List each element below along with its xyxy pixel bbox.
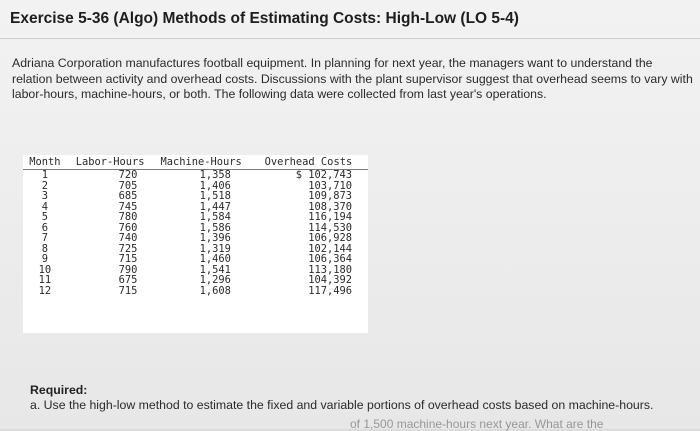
cell-month: 4 <box>41 200 49 213</box>
cell-overhead-costs: 106,928 <box>308 232 352 244</box>
cost-data-table: Month Labor-Hours Machine-Hours Overhead… <box>23 155 368 296</box>
cell-month: 11 <box>38 274 52 286</box>
cell-month: 8 <box>41 242 49 255</box>
cell-labor-hours: 725 <box>118 242 138 255</box>
cell-overhead-costs: 117,496 <box>308 284 352 297</box>
table-row: 3 685 1,518 109,873 <box>23 191 368 202</box>
table-row: 7 740 1,396 106,928 <box>23 233 368 244</box>
cell-overhead-costs: 108,370 <box>308 200 352 213</box>
cell-labor-hours: 760 <box>118 221 138 234</box>
cell-overhead-costs: 114,530 <box>308 221 352 234</box>
cell-labor-hours: 790 <box>118 263 138 276</box>
table-row: 2 705 1,406 103,710 <box>23 179 368 192</box>
table-row: 6 760 1,586 114,530 <box>23 221 368 234</box>
cell-machine-hours: 1,406 <box>199 179 231 192</box>
header-month: Month <box>23 155 67 170</box>
cell-month: 6 <box>41 221 49 234</box>
question-a: a. Use the high-low method to estimate t… <box>30 398 654 412</box>
data-table-panel: Month Labor-Hours Machine-Hours Overhead… <box>23 155 368 333</box>
table-row: 8 725 1,319 102,144 <box>23 242 368 255</box>
cell-month: 7 <box>41 232 49 244</box>
cut-off-text: of 1,500 machine-hours next year. What a… <box>350 417 604 431</box>
cell-machine-hours: 1,518 <box>199 190 231 202</box>
table-row: 4 745 1,447 108,370 <box>23 200 368 213</box>
table-row: 9 715 1,460 106,364 <box>23 254 368 265</box>
table-row: 5 780 1,584 116,194 <box>23 212 368 223</box>
intro-paragraph: Adriana Corporation manufactures footbal… <box>12 56 693 102</box>
table-header-row: Month Labor-Hours Machine-Hours Overhead… <box>23 155 368 170</box>
table-row: 12 715 1,608 117,496 <box>23 284 368 297</box>
cell-month: 1 <box>41 169 49 181</box>
cell-machine-hours: 1,296 <box>199 274 231 286</box>
cell-machine-hours: 1,319 <box>199 242 231 255</box>
cell-month: 9 <box>41 253 49 265</box>
cell-labor-hours: 705 <box>118 179 138 192</box>
cell-overhead-costs: 102,144 <box>308 242 352 255</box>
cell-labor-hours: 675 <box>118 274 138 286</box>
cell-labor-hours: 685 <box>118 190 138 202</box>
cell-overhead-costs: 106,364 <box>308 253 352 265</box>
cell-overhead-costs: 103,710 <box>308 179 352 192</box>
title-bar: Exercise 5-36 (Algo) Methods of Estimati… <box>0 0 700 39</box>
cell-machine-hours: 1,541 <box>199 263 231 276</box>
table-row: 11 675 1,296 104,392 <box>23 275 368 286</box>
cell-machine-hours: 1,447 <box>199 200 231 213</box>
cell-labor-hours: 715 <box>118 284 138 297</box>
table-body: 1 720 1,358 $ 102,743 2 705 1,406 103,710 3 685 1,… <box>23 170 368 297</box>
cell-machine-hours: 1,460 <box>199 253 231 265</box>
cell-month: 10 <box>38 263 52 276</box>
table-row: 1 720 1,358 $ 102,743 <box>23 170 368 181</box>
cell-machine-hours: 1,396 <box>199 232 231 244</box>
cell-labor-hours: 720 <box>118 169 138 181</box>
cell-overhead-costs: 104,392 <box>308 274 352 286</box>
page-title: Exercise 5-36 (Algo) Methods of Estimati… <box>10 10 519 27</box>
cell-month: 3 <box>41 190 49 202</box>
cell-month: 12 <box>38 284 52 297</box>
cell-labor-hours: 780 <box>118 211 138 223</box>
cell-month: 5 <box>41 211 49 223</box>
cell-machine-hours: 1,584 <box>199 211 231 223</box>
cell-overhead-costs: 113,180 <box>308 263 352 276</box>
cell-overhead-costs: $ 102,743 <box>295 169 352 181</box>
cell-labor-hours: 740 <box>118 232 138 244</box>
cell-month: 2 <box>41 179 49 192</box>
required-heading: Required: <box>30 383 88 397</box>
cell-labor-hours: 745 <box>118 200 138 213</box>
table-row: 10 790 1,541 113,180 <box>23 263 368 276</box>
cell-machine-hours: 1,358 <box>199 169 231 181</box>
header-labor-hours: Labor-Hours <box>66 155 154 170</box>
cell-machine-hours: 1,608 <box>199 284 231 297</box>
cell-overhead-costs: 116,194 <box>308 211 352 223</box>
header-overhead-costs: Overhead Costs <box>248 155 368 170</box>
header-machine-hours: Machine-Hours <box>153 155 249 170</box>
cell-machine-hours: 1,586 <box>199 221 231 234</box>
cell-overhead-costs: 109,873 <box>308 190 352 202</box>
cell-labor-hours: 715 <box>118 253 138 265</box>
